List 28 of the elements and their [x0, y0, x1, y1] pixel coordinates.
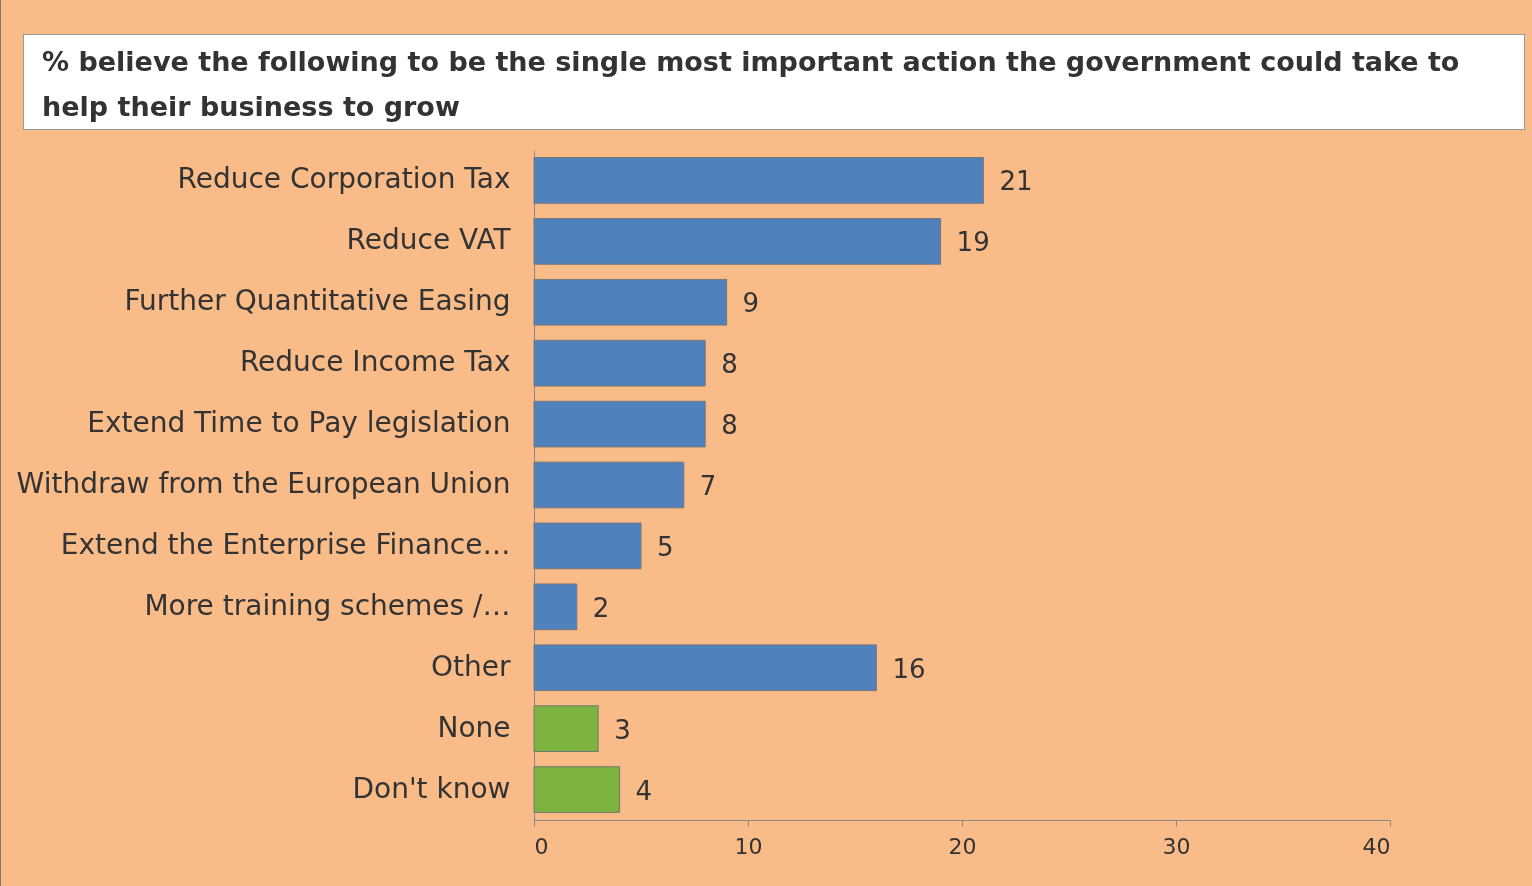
data-label: 7: [699, 471, 717, 501]
x-tick-label: 0: [534, 833, 549, 859]
y-tick-label: More training schemes /…: [144, 588, 511, 622]
y-tick-label: Withdraw from the European Union: [16, 467, 511, 500]
data-label: 16: [892, 653, 926, 684]
y-tick-label: Reduce Corporation Tax: [177, 162, 511, 196]
y-tick-label: Further Quantitative Easing: [124, 284, 511, 318]
y-tick-label: Reduce VAT: [346, 223, 512, 257]
data-label: 3: [614, 714, 631, 745]
x-tick-label: 10: [734, 833, 763, 859]
y-tick-label: Other: [430, 649, 511, 683]
x-tick-label: 40: [1362, 833, 1391, 859]
data-label: 8: [721, 410, 738, 441]
data-label: 4: [635, 775, 653, 806]
data-label: 5: [657, 531, 674, 562]
data-label: 8: [721, 349, 738, 380]
y-tick-label: Don't know: [352, 771, 511, 805]
y-tick-label: None: [437, 710, 511, 744]
y-tick-label: Extend Time to Pay legislation: [87, 406, 511, 440]
x-tick-label: 20: [948, 833, 977, 859]
chart-title: % believe the following to be the single most important action the government could take to help their business to grow: [23, 34, 1525, 130]
y-tick-label: Reduce Income Tax: [239, 345, 511, 379]
x-tick-label: 30: [1162, 833, 1191, 859]
data-label: 19: [956, 227, 990, 258]
y-tick-label: Extend the Enterprise Finance…: [60, 527, 511, 561]
data-label: 9: [742, 288, 760, 319]
data-label: 21: [999, 166, 1033, 197]
data-label: 2: [592, 592, 610, 623]
